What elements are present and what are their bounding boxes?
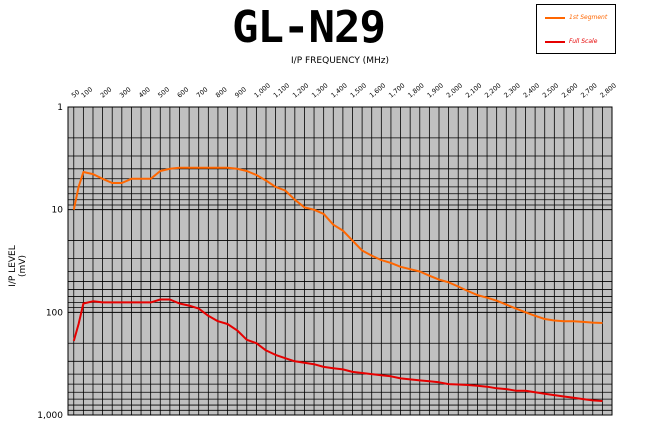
x-tick-label: 1,800 (406, 81, 425, 99)
x-tick-label: 2,000 (445, 81, 464, 99)
x-tick-label: 1,400 (329, 81, 348, 99)
x-tick-label: 2,300 (502, 81, 521, 99)
legend-swatch-1st-segment (545, 17, 565, 19)
chart-title: GL-N29 (232, 2, 386, 53)
x-tick-label: 1,300 (310, 81, 329, 99)
legend: 1st Segment Full Scale (536, 4, 616, 54)
legend-item-1st-segment: 1st Segment (545, 13, 615, 23)
legend-item-full-scale: Full Scale (545, 37, 615, 47)
x-tick-label: 2,500 (541, 81, 560, 99)
series-lines (72, 166, 603, 402)
x-tick-label: 400 (137, 85, 152, 99)
x-tick-label: 900 (233, 85, 248, 99)
legend-label-1st-segment: 1st Segment (569, 14, 608, 21)
x-tick-label: 50 (70, 88, 81, 99)
y-tick-label: 100 (46, 308, 63, 318)
x-tick-label: 200 (99, 85, 114, 99)
legend-swatch-full-scale (545, 41, 565, 43)
x-tick-label: 700 (195, 85, 210, 99)
x-axis-label: I/P FREQUENCY (MHz) (291, 56, 389, 66)
x-tick-label: 2,800 (599, 81, 618, 99)
x-tick-label: 2,700 (579, 81, 598, 99)
y-tick-label: 10 (52, 206, 64, 216)
x-tick-label: 500 (156, 85, 171, 99)
y-tick-labels: 1 10 100 1,000 (37, 103, 63, 421)
x-tick-label: 600 (176, 85, 191, 99)
x-tick-label: 2,200 (483, 81, 502, 99)
x-tick-label: 1,100 (272, 81, 291, 99)
x-tick-label: 1,900 (426, 81, 445, 99)
gridlines (68, 106, 613, 416)
x-tick-label: 1,000 (253, 81, 272, 99)
x-tick-label: 2,400 (522, 81, 541, 99)
x-tick-label: 1,500 (349, 81, 368, 99)
x-tick-label: 1,600 (368, 81, 387, 99)
x-tick-label: 1,200 (291, 81, 310, 99)
y-tick-label: 1 (57, 103, 63, 113)
x-tick-label: 2,600 (560, 81, 579, 99)
x-tick-label: 2,100 (464, 81, 483, 99)
y-tick-label: 1,000 (37, 411, 63, 421)
x-tick-label: 300 (118, 85, 133, 99)
x-tick-label: 800 (214, 85, 229, 99)
x-tick-label: 1,700 (387, 81, 406, 99)
series-line-full-scale (72, 298, 603, 402)
x-tick-label: 100 (80, 85, 95, 99)
legend-label-full-scale: Full Scale (569, 38, 598, 45)
series-line-1st-segment (72, 166, 603, 324)
